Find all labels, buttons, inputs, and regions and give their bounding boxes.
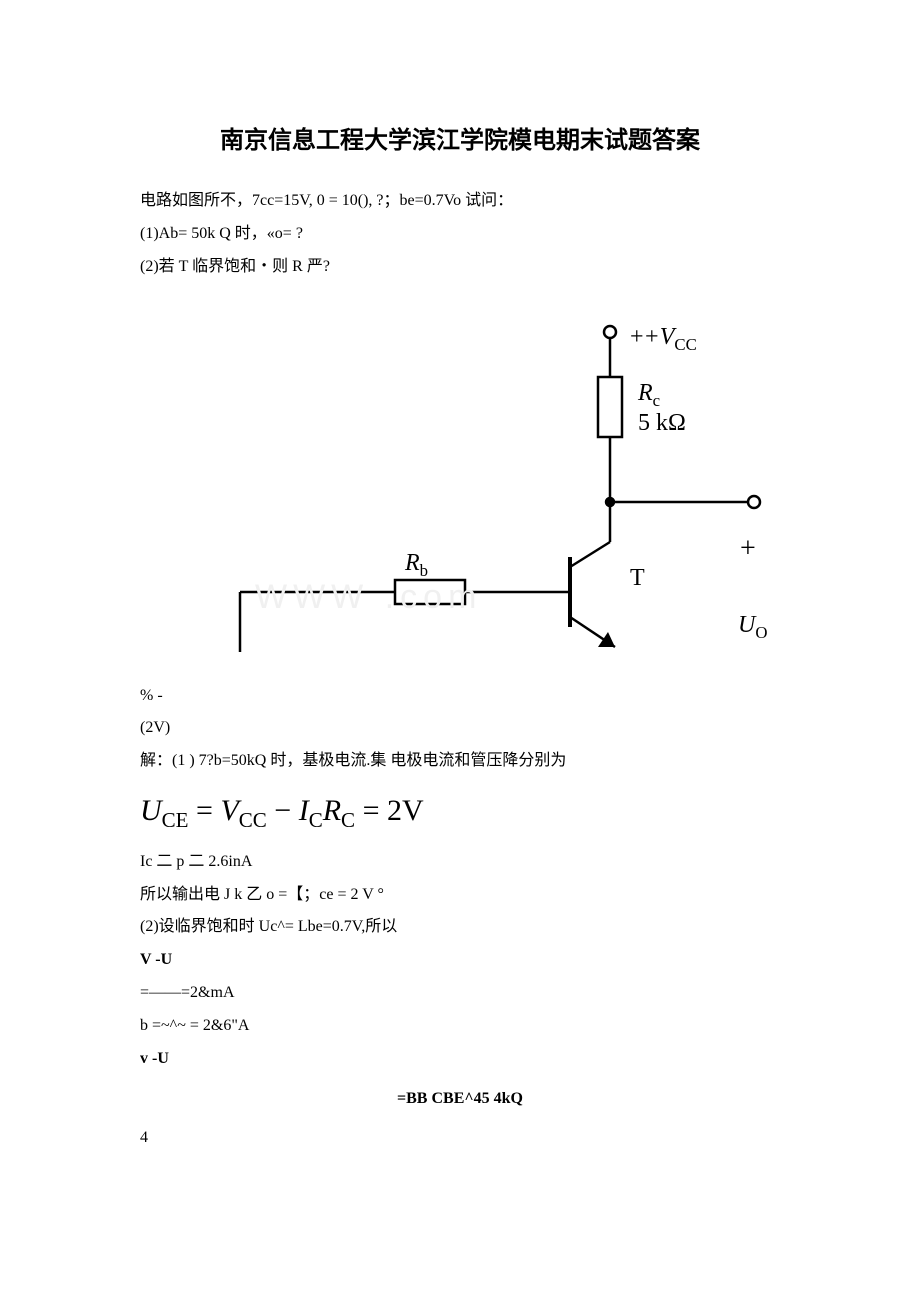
vu-line-3: b =~^~ = 2&6"A xyxy=(140,1012,780,1041)
equation-uce: UCE = VCC − ICRC = 2V xyxy=(140,784,780,840)
question-2: (2)若 T 临界饱和・则 R 严? xyxy=(140,253,780,282)
rc-value: 5 kΩ xyxy=(638,402,686,445)
vcc-label: ++VCC xyxy=(630,316,697,360)
percent-text: % - xyxy=(140,682,780,711)
trailing-4: 4 xyxy=(140,1124,780,1153)
uo-label: UO xyxy=(738,604,767,648)
solution-2-text: (2)设临界饱和时 Uc^= Lbe=0.7V,所以 xyxy=(140,913,780,942)
vu-line-1: V -U xyxy=(140,946,780,975)
answer-2v: (2V) xyxy=(140,714,780,743)
intro-text: 电路如图所不，7cc=15V, 0 = 10(), ?；be=0.7Vo 试问： xyxy=(140,187,780,216)
transistor-label: T xyxy=(630,557,645,600)
plus-label: + xyxy=(740,524,756,574)
rb-label: Rb xyxy=(405,542,428,586)
question-1: (1)Ab= 50k Q 时，«o= ? xyxy=(140,220,780,249)
output-text: 所以输出电 J k 乙 o =【；ce = 2 V ° xyxy=(140,881,780,910)
center-answer: =BB CBE^45 4kQ xyxy=(140,1085,780,1114)
circuit-diagram: WWW .com ++VCC Rc 5 kΩ Rb T + UO xyxy=(140,302,780,672)
solution-1-text: 解：(1 ) 7?b=50kQ 时，基极电流.集 电极电流和管压降分别为 xyxy=(140,747,780,776)
vu-line-2: =——=2&mA xyxy=(140,979,780,1008)
page-title: 南京信息工程大学滨江学院模电期末试题答案 xyxy=(140,120,780,163)
vu-line-4: v -U xyxy=(140,1045,780,1074)
ic-text: Ic 二 p 二 2.6inA xyxy=(140,848,780,877)
